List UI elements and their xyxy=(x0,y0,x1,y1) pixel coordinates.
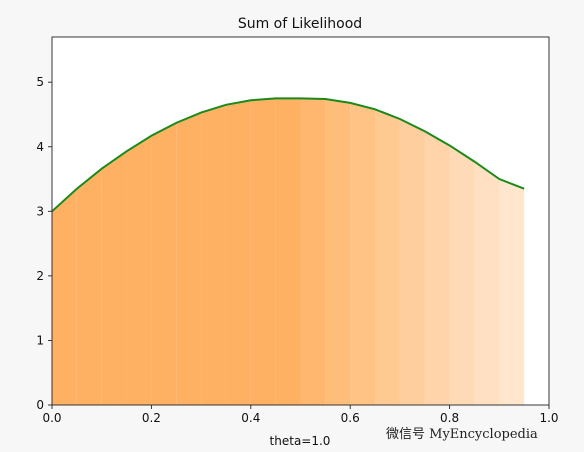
x-tick-label: 0.0 xyxy=(42,411,61,425)
plot-frame xyxy=(51,36,550,406)
y-tick-label: 3 xyxy=(36,204,44,218)
likelihood-curve xyxy=(51,97,525,213)
x-tick-label: 0.8 xyxy=(440,411,459,425)
area-strip xyxy=(474,161,500,405)
area-strip xyxy=(52,188,77,405)
area-strip xyxy=(176,112,202,406)
y-tick-label: 5 xyxy=(36,75,44,89)
area-strip xyxy=(375,109,400,405)
area-strip xyxy=(76,168,102,405)
area-strip xyxy=(225,100,251,405)
area-strip xyxy=(399,118,425,405)
y-tick-label: 0 xyxy=(36,398,44,412)
area-strip xyxy=(275,98,301,405)
area-strip xyxy=(424,131,450,405)
area-strip xyxy=(250,98,276,405)
area-strip xyxy=(201,104,226,405)
x-tick-label: 0.4 xyxy=(241,411,260,425)
area-strip xyxy=(449,145,475,405)
area-fill xyxy=(52,98,525,406)
area-strip xyxy=(300,98,326,405)
area-strip xyxy=(151,122,177,405)
x-axis-label: theta=1.0 xyxy=(270,434,331,448)
x-tick-label: 1.0 xyxy=(539,411,558,425)
area-strip xyxy=(101,151,127,405)
area-strip xyxy=(499,179,525,405)
y-tick-label: 1 xyxy=(36,333,44,347)
watermark-text: 微信号 MyEncyclopedia xyxy=(386,427,538,442)
x-axis: 0.0 0.2 0.4 0.6 0.8 1.0 xyxy=(42,405,559,425)
y-tick-label: 2 xyxy=(36,269,44,283)
area-strip xyxy=(350,102,376,405)
area-strip xyxy=(325,98,351,406)
area-strip xyxy=(126,135,152,406)
y-tick-label: 4 xyxy=(36,140,44,154)
chart-title: Sum of Likelihood xyxy=(238,16,362,32)
x-tick-label: 0.2 xyxy=(142,411,161,425)
x-tick-label: 0.6 xyxy=(341,411,360,425)
y-axis: 0 1 2 3 4 5 xyxy=(36,75,52,412)
